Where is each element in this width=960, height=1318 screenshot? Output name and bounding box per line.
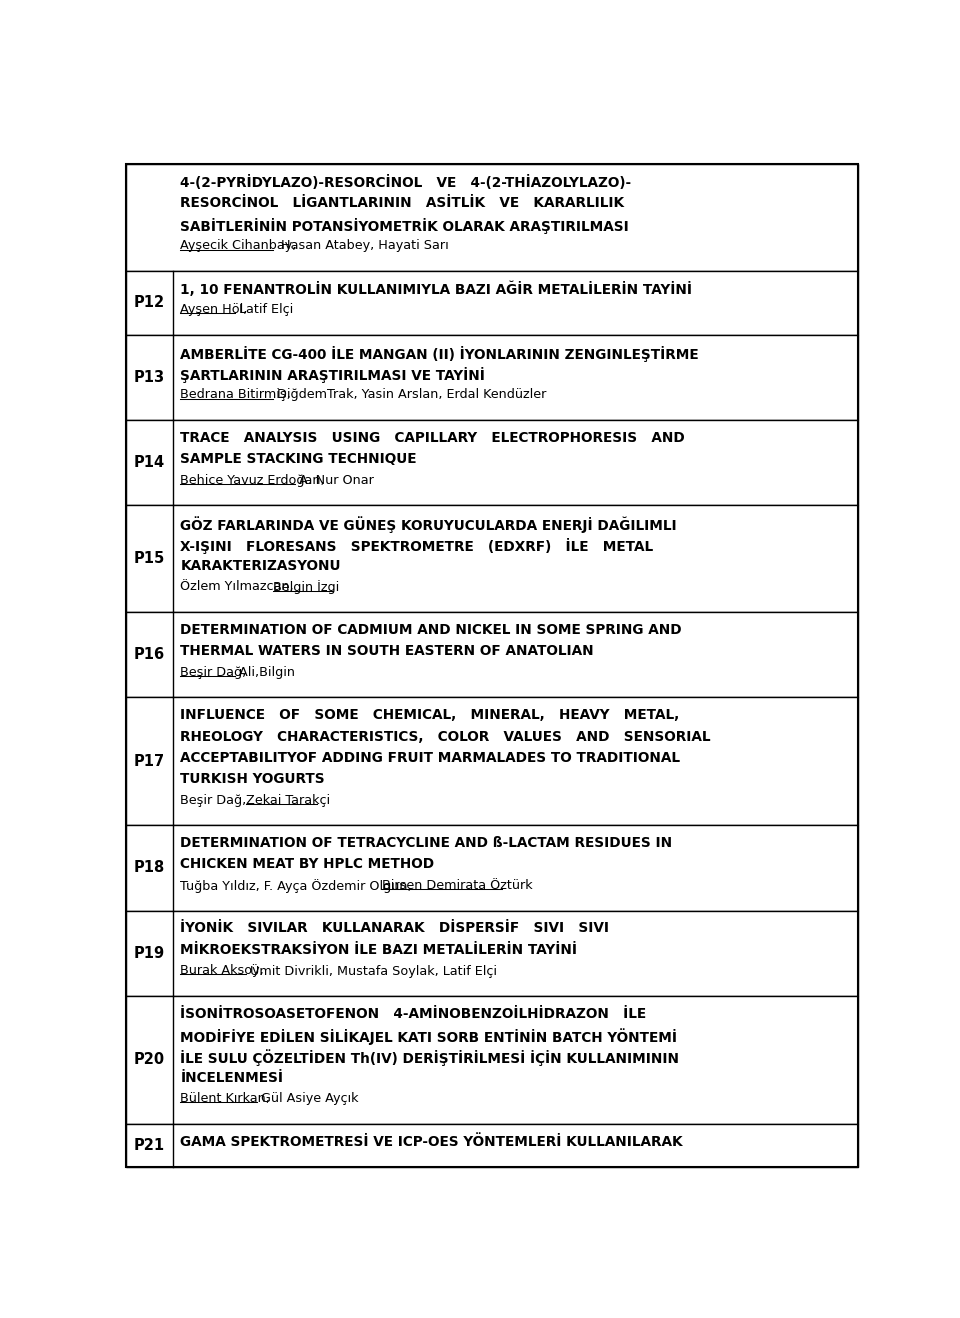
Text: SAMPLE STACKING TECHNIQUE: SAMPLE STACKING TECHNIQUE (180, 452, 417, 467)
Text: RESORCİNOL   LİGANTLARININ   ASİTLİK   VE   KARARLILIK: RESORCİNOL LİGANTLARININ ASİTLİK VE KARA… (180, 196, 625, 211)
Text: Tuğba Yıldız, F. Ayça Özdemir Olgun,: Tuğba Yıldız, F. Ayça Özdemir Olgun, (180, 879, 416, 892)
Text: İLE SULU ÇÖZELTİDEN Th(IV) DERİŞTİRİLMESİ İÇİN KULLANIMININ: İLE SULU ÇÖZELTİDEN Th(IV) DERİŞTİRİLMES… (180, 1049, 680, 1066)
Text: MODİFİYE EDİLEN SİLİKAJEL KATI SORB ENTİNİN BATCH YÖNTEMİ: MODİFİYE EDİLEN SİLİKAJEL KATI SORB ENTİ… (180, 1028, 678, 1045)
Bar (126, 165, 858, 272)
Text: P12: P12 (133, 295, 165, 311)
Text: MİKROEKSTRAKSİYON İLE BAZI METALİLERİN TAYİNİ: MİKROEKSTRAKSİYON İLE BAZI METALİLERİN T… (180, 942, 578, 957)
Text: Zekai Tarakçi: Zekai Tarakçi (246, 793, 330, 807)
Text: Latif Elçi: Latif Elçi (235, 303, 293, 316)
Text: KARAKTERIZASYONU: KARAKTERIZASYONU (180, 559, 341, 573)
Text: P13: P13 (133, 370, 165, 385)
Text: İYONİK   SIVILAR   KULLANARAK   DİSPERSİF   SIVI   SIVI: İYONİK SIVILAR KULLANARAK DİSPERSİF SIVI… (180, 921, 610, 936)
Text: A. Nur Onar: A. Nur Onar (295, 473, 373, 486)
Text: P18: P18 (133, 861, 165, 875)
Bar (126, 505, 858, 612)
Text: Birsen Demirata Öztürk: Birsen Demirata Öztürk (382, 879, 533, 892)
Text: DETERMINATION OF TETRACYCLINE AND ß-LACTAM RESIDUES IN: DETERMINATION OF TETRACYCLINE AND ß-LACT… (180, 836, 673, 850)
Text: P16: P16 (133, 647, 165, 662)
Text: Ali,Bilgin: Ali,Bilgin (235, 666, 295, 679)
Text: 1, 10 FENANTROLİN KULLANIMIYLA BAZI AĞİR METALİLERİN TAYİNİ: 1, 10 FENANTROLİN KULLANIMIYLA BAZI AĞİR… (180, 282, 692, 298)
Text: X-IŞINI   FLORESANS   SPEKTROMETRE   (EDXRF)   İLE   METAL: X-IŞINI FLORESANS SPEKTROMETRE (EDXRF) İ… (180, 538, 654, 554)
Text: İSONİTROSOASETOFENON   4-AMİNOBENZOİLHİDRAZON   İLE: İSONİTROSOASETOFENON 4-AMİNOBENZOİLHİDRA… (180, 1007, 647, 1020)
Text: Özlem Yılmazcan,: Özlem Yılmazcan, (180, 580, 298, 593)
Text: Beşir Dağ,: Beşir Dağ, (180, 793, 254, 807)
Text: Beşir Dağ,: Beşir Dağ, (180, 666, 247, 679)
Bar (126, 335, 858, 420)
Text: SABİTLERİNİN POTANSİYOMETRİK OLARAK ARAŞTIRILMASI: SABİTLERİNİN POTANSİYOMETRİK OLARAK ARAŞ… (180, 217, 629, 233)
Text: TURKISH YOGURTS: TURKISH YOGURTS (180, 772, 325, 787)
Text: Gül Asiye Ayçık: Gül Asiye Ayçık (256, 1093, 358, 1104)
Text: İNCELENMESİ: İNCELENMESİ (180, 1070, 283, 1085)
Text: ŞARTLARININ ARAŞTIRILMASI VE TAYİNİ: ŞARTLARININ ARAŞTIRILMASI VE TAYİNİ (180, 366, 486, 384)
Bar (126, 996, 858, 1124)
Text: GÖZ FARLARINDA VE GÜNEŞ KORUYUCULARDA ENERJİ DAĞILIMLI: GÖZ FARLARINDA VE GÜNEŞ KORUYUCULARDA EN… (180, 517, 677, 532)
Bar (126, 420, 858, 505)
Text: Hasan Atabey, Hayati Sarı: Hasan Atabey, Hayati Sarı (273, 239, 448, 252)
Text: DETERMINATION OF CADMIUM AND NICKEL IN SOME SPRING AND: DETERMINATION OF CADMIUM AND NICKEL IN S… (180, 623, 682, 637)
Text: RHEOLOGY   CHARACTERISTICS,   COLOR   VALUES   AND   SENSORIAL: RHEOLOGY CHARACTERISTICS, COLOR VALUES A… (180, 729, 711, 743)
Text: P15: P15 (133, 551, 165, 567)
Text: DiğdemTrak, Yasin Arslan, Erdal Kendüzler: DiğdemTrak, Yasin Arslan, Erdal Kendüzle… (273, 389, 546, 402)
Text: Ümit Divrikli, Mustafa Soylak, Latif Elçi: Ümit Divrikli, Mustafa Soylak, Latif Elç… (246, 965, 497, 978)
Text: CHICKEN MEAT BY HPLC METHOD: CHICKEN MEAT BY HPLC METHOD (180, 858, 435, 871)
Text: Bedrana Bitirmiş,: Bedrana Bitirmiş, (180, 389, 291, 402)
Text: ACCEPTABILITYOF ADDING FRUIT MARMALADES TO TRADITIONAL: ACCEPTABILITYOF ADDING FRUIT MARMALADES … (180, 751, 681, 764)
Text: P20: P20 (133, 1052, 165, 1068)
Text: Ayşecik Cihanbay,: Ayşecik Cihanbay, (180, 239, 297, 252)
Text: Bülent Kırkan,: Bülent Kırkan, (180, 1093, 271, 1104)
Bar (126, 825, 858, 911)
Bar (126, 1124, 858, 1166)
Bar (126, 272, 858, 335)
Bar (126, 697, 858, 825)
Text: P17: P17 (133, 754, 165, 768)
Text: THERMAL WATERS IN SOUTH EASTERN OF ANATOLIAN: THERMAL WATERS IN SOUTH EASTERN OF ANATO… (180, 645, 594, 658)
Text: GAMA SPEKTROMETRESİ VE ICP-OES YÖNTEMLERİ KULLANILARAK: GAMA SPEKTROMETRESİ VE ICP-OES YÖNTEMLER… (180, 1135, 684, 1149)
Text: P19: P19 (133, 946, 165, 961)
Text: Ayşen Höl,: Ayşen Höl, (180, 303, 248, 316)
Text: Burak Aksoy,: Burak Aksoy, (180, 965, 264, 977)
Text: Belgin İzgi: Belgin İzgi (273, 580, 339, 594)
Bar (126, 911, 858, 996)
Text: P14: P14 (133, 455, 165, 471)
Bar (126, 612, 858, 697)
Text: INFLUENCE   OF   SOME   CHEMICAL,   MINERAL,   HEAVY   METAL,: INFLUENCE OF SOME CHEMICAL, MINERAL, HEA… (180, 708, 680, 722)
Text: AMBERLİTE CG-400 İLE MANGAN (II) İYONLARININ ZENGINLEŞTİRME: AMBERLİTE CG-400 İLE MANGAN (II) İYONLAR… (180, 345, 699, 361)
Text: 4-(2-PYRİDYLAZO)-RESORCİNOL   VE   4-(2-THİAZOLYLAZO)-: 4-(2-PYRİDYLAZO)-RESORCİNOL VE 4-(2-THİA… (180, 175, 632, 190)
Text: P21: P21 (133, 1137, 165, 1153)
Text: Behice Yavuz Erdoğan,: Behice Yavuz Erdoğan, (180, 473, 325, 486)
Text: TRACE   ANALYSIS   USING   CAPILLARY   ELECTROPHORESIS   AND: TRACE ANALYSIS USING CAPILLARY ELECTROPH… (180, 431, 685, 445)
